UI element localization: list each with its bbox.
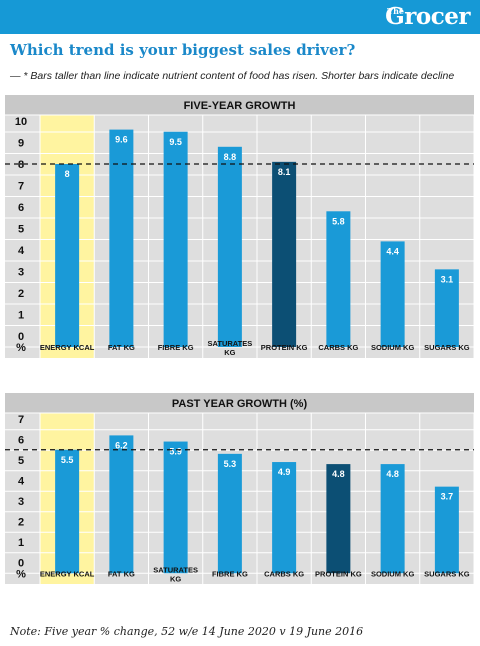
y-tick-label: 7 — [18, 414, 24, 426]
y-tick-label: 1 — [18, 310, 24, 322]
category-label: FIBRE KG — [212, 569, 248, 578]
brand-logo-text: Grocer — [385, 3, 470, 30]
bar-value-label: 8.1 — [278, 167, 291, 177]
bar-value-label: 8 — [65, 169, 70, 179]
chart-title: FIVE-YEAR GROWTH — [184, 100, 296, 112]
bar-value-label: 3.7 — [441, 492, 454, 502]
brand-logo-prefix: The — [387, 6, 404, 16]
bar-8 — [434, 269, 459, 347]
bar-value-label: 6.2 — [115, 440, 128, 450]
category-label: FAT KG — [108, 569, 135, 578]
bar-2 — [109, 129, 134, 347]
brand-logo[interactable]: The Grocer — [385, 2, 470, 32]
bar-8 — [434, 486, 459, 574]
bar-value-label: 5.8 — [332, 216, 345, 226]
y-tick-label: 5 — [18, 224, 24, 236]
y-unit-label: % — [16, 342, 26, 354]
y-tick-label: 3 — [18, 496, 24, 508]
category-label: PROTEIN KG — [315, 569, 362, 578]
y-tick-label: 8 — [18, 159, 24, 171]
footnote: Note: Five year % change, 52 w/e 14 June… — [10, 625, 364, 638]
category-label: FAT KG — [108, 343, 135, 352]
y-tick-label: 2 — [18, 288, 24, 300]
category-label: CARBS KG — [318, 343, 358, 352]
y-tick-label: 6 — [18, 435, 24, 447]
bar-value-label: 4.8 — [332, 469, 345, 479]
chart-panel-2: PAST YEAR GROWTH (%) 0 1 2 3 4 5 6 7% 5.5 6.2 5.9 5.… — [5, 393, 475, 584]
bar-value-label: 4.9 — [278, 467, 291, 477]
bar-value-label: 3.1 — [441, 274, 454, 284]
bar-6 — [326, 464, 351, 574]
y-tick-label: 1 — [18, 537, 24, 549]
bar-7 — [380, 464, 405, 574]
bar-1 — [55, 164, 80, 347]
y-tick-label: 4 — [18, 245, 25, 257]
y-tick-label: 0 — [18, 558, 24, 570]
subtitle: — * Bars taller than line indicate nutri… — [10, 70, 455, 82]
y-tick-label: 9 — [18, 138, 24, 150]
y-tick-label: 4 — [18, 476, 25, 488]
y-unit-label: % — [16, 568, 26, 580]
y-tick-label: 3 — [18, 267, 24, 279]
bar-2 — [109, 435, 134, 574]
category-label: SUGARS KG — [424, 569, 470, 578]
y-tick-label: 6 — [18, 202, 24, 214]
header-bar: The Grocer — [0, 0, 480, 34]
y-tick-label: 7 — [18, 181, 24, 193]
y-tick-label: 0 — [18, 331, 24, 343]
category-label: SATURATES KG — [208, 339, 253, 357]
chart-title: PAST YEAR GROWTH (%) — [172, 398, 308, 410]
category-label: SUGARS KG — [424, 343, 470, 352]
category-label: FIBRE KG — [158, 343, 194, 352]
category-label: ENERGY KCAL — [40, 569, 95, 578]
y-tick-label: 5 — [18, 455, 24, 467]
bar-1 — [55, 449, 80, 574]
y-tick-label: 2 — [18, 517, 24, 529]
bar-value-label: 5.3 — [224, 459, 237, 469]
bar-value-label: 5.9 — [169, 447, 182, 457]
chart-title-bar — [5, 95, 474, 115]
bar-value-label: 9.5 — [169, 137, 182, 147]
category-label: SODIUM KG — [371, 569, 415, 578]
bar-4 — [217, 453, 242, 574]
bar-6 — [326, 211, 351, 347]
bar-value-label: 5.5 — [61, 455, 74, 465]
bar-3 — [163, 131, 188, 347]
bar-value-label: 9.6 — [115, 135, 128, 145]
bar-4 — [217, 146, 242, 347]
bar-5 — [272, 161, 297, 347]
category-label: PROTEIN KG — [261, 343, 308, 352]
y-tick-label: 10 — [15, 116, 27, 128]
bar-value-label: 8.8 — [224, 152, 237, 162]
category-label: CARBS KG — [264, 569, 304, 578]
bar-7 — [380, 241, 405, 347]
bar-value-label: 4.8 — [386, 469, 399, 479]
headline: Which trend is your biggest sales driver… — [10, 41, 356, 59]
chart-panel-1: FIVE-YEAR GROWTH 0 1 2 3 4 5 6 7 8 9 10% 8 9.6 9.5 8.8 8… — [5, 95, 475, 358]
category-label: SODIUM KG — [371, 343, 415, 352]
category-label: SATURATES KG — [153, 565, 198, 583]
chart-title-bar — [5, 393, 474, 413]
bar-5 — [272, 462, 297, 574]
category-label: ENERGY KCAL — [40, 343, 95, 352]
bar-3 — [163, 441, 188, 574]
bar-value-label: 4.4 — [386, 246, 399, 256]
